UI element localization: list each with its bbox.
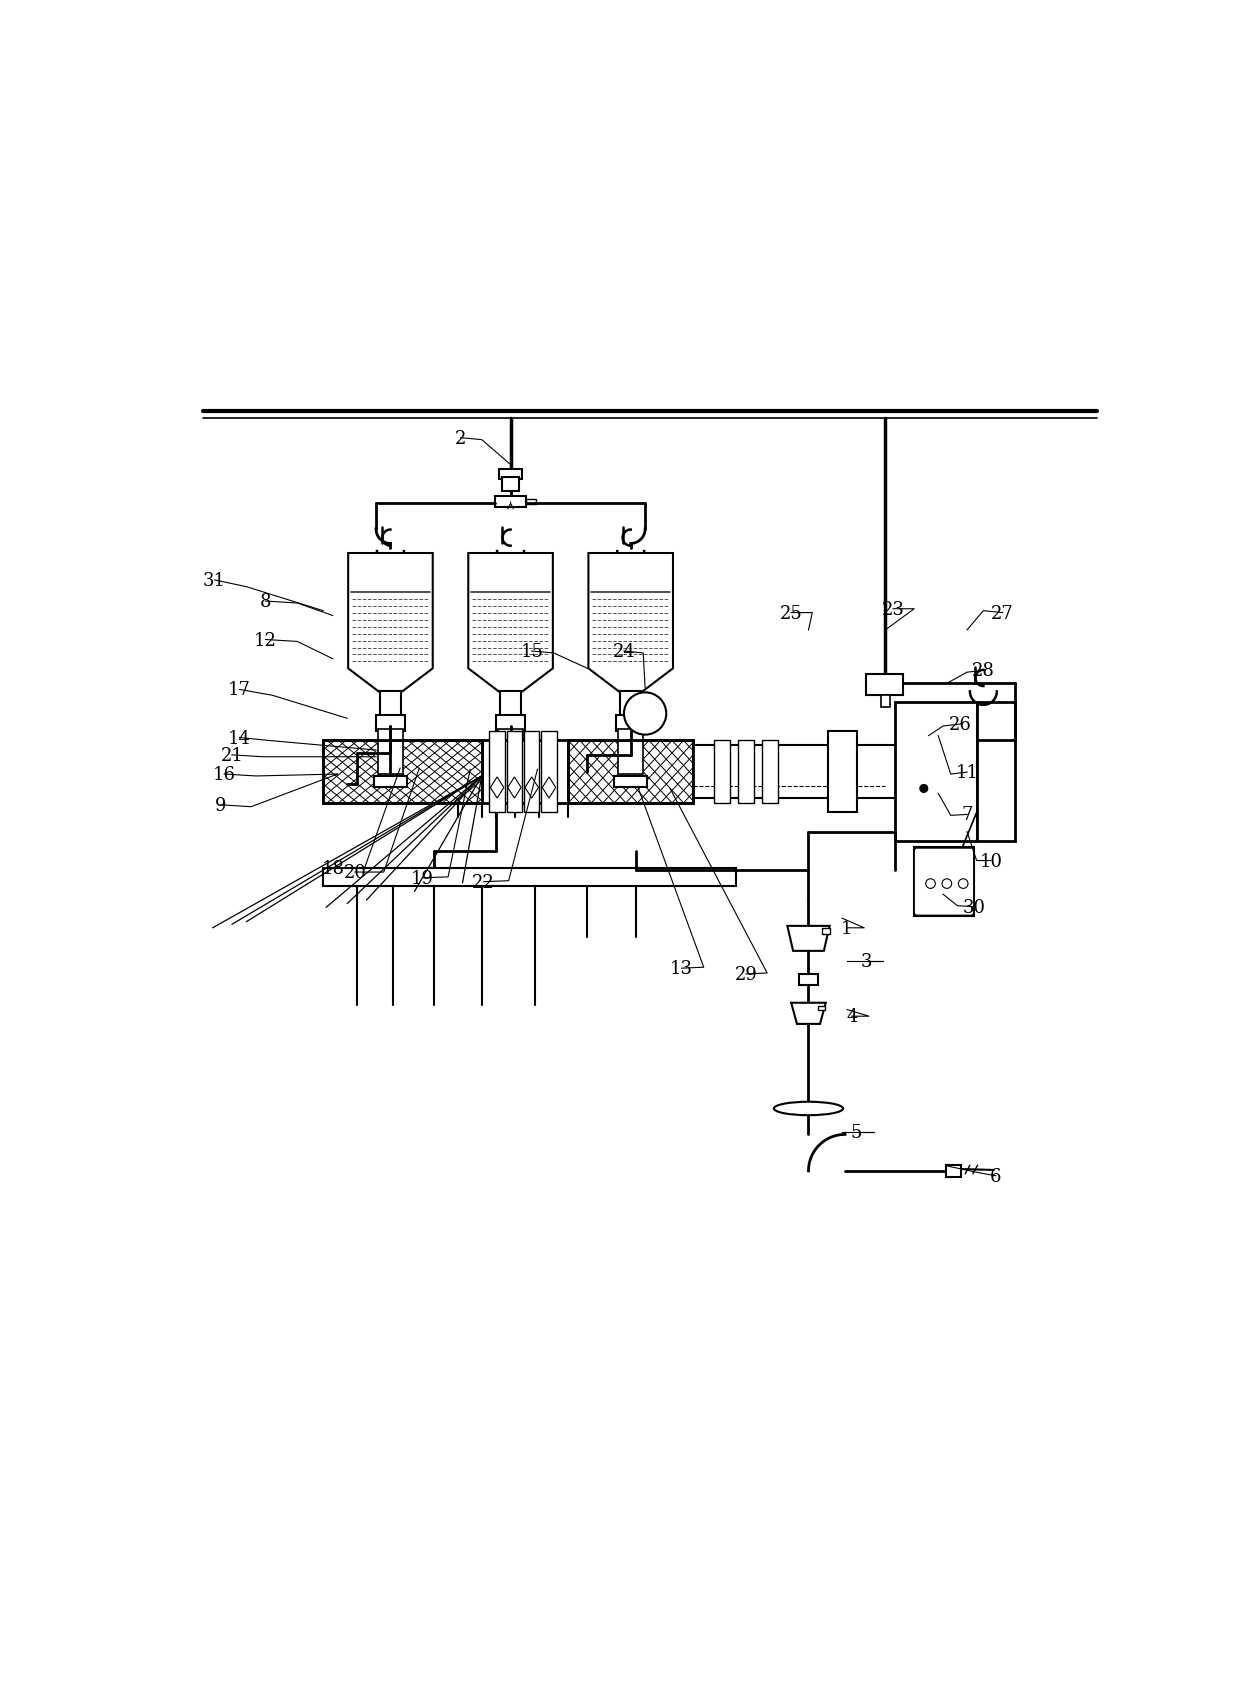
Bar <box>880 696 890 708</box>
Bar <box>495 776 527 788</box>
Text: 26: 26 <box>949 716 972 733</box>
Text: 16: 16 <box>213 766 236 784</box>
Polygon shape <box>490 777 503 798</box>
Text: 5: 5 <box>851 1124 862 1141</box>
Polygon shape <box>469 554 553 692</box>
Text: 23: 23 <box>882 600 904 619</box>
Bar <box>568 742 693 803</box>
Polygon shape <box>507 777 521 798</box>
Bar <box>378 730 403 743</box>
Polygon shape <box>589 554 673 692</box>
Text: 10: 10 <box>980 852 1003 870</box>
Text: 19: 19 <box>410 870 434 887</box>
Bar <box>481 742 568 803</box>
Text: 14: 14 <box>228 730 250 747</box>
Polygon shape <box>542 777 556 798</box>
Bar <box>379 692 401 718</box>
FancyBboxPatch shape <box>914 849 973 916</box>
Text: 12: 12 <box>254 631 277 650</box>
Bar <box>616 716 645 731</box>
Ellipse shape <box>774 1101 843 1115</box>
Bar <box>620 692 641 718</box>
Text: 7: 7 <box>961 806 972 824</box>
Bar <box>374 776 407 788</box>
Text: 15: 15 <box>521 643 543 660</box>
Bar <box>818 1006 825 1011</box>
Bar <box>525 731 539 813</box>
Bar <box>738 742 754 803</box>
Text: 11: 11 <box>956 764 978 781</box>
Circle shape <box>959 880 968 888</box>
Bar <box>568 742 693 803</box>
Bar <box>507 731 522 813</box>
Bar <box>828 731 857 813</box>
Bar <box>614 776 647 788</box>
Bar <box>495 498 526 508</box>
Circle shape <box>920 784 928 793</box>
Bar <box>977 702 1016 842</box>
Bar <box>502 477 520 491</box>
Text: 30: 30 <box>962 899 986 916</box>
Bar <box>498 742 523 774</box>
Bar <box>324 742 481 803</box>
Bar <box>619 730 644 743</box>
Bar <box>542 731 557 813</box>
Text: 21: 21 <box>221 747 243 764</box>
Polygon shape <box>348 554 433 692</box>
Text: 22: 22 <box>472 873 495 892</box>
Text: 6: 6 <box>990 1166 1002 1185</box>
Bar <box>763 742 777 803</box>
Bar <box>914 847 973 917</box>
Text: 20: 20 <box>343 863 366 881</box>
Bar <box>500 692 521 718</box>
Bar <box>895 702 977 842</box>
Bar <box>324 742 481 803</box>
Text: 4: 4 <box>846 1008 857 1026</box>
Text: 2: 2 <box>455 430 466 447</box>
Bar <box>619 742 644 774</box>
Text: 8: 8 <box>259 593 272 610</box>
Bar <box>498 730 523 743</box>
Circle shape <box>926 880 935 888</box>
Polygon shape <box>791 1003 826 1025</box>
Text: 28: 28 <box>972 662 994 680</box>
Text: 9: 9 <box>215 796 226 815</box>
Text: 27: 27 <box>991 604 1014 622</box>
Bar <box>496 716 525 731</box>
Text: 25: 25 <box>780 604 802 622</box>
Bar <box>714 742 729 803</box>
Text: 17: 17 <box>228 680 250 699</box>
Bar <box>498 471 522 479</box>
Bar <box>946 1166 961 1176</box>
Bar <box>799 974 818 985</box>
Circle shape <box>624 692 666 735</box>
Bar <box>822 928 830 934</box>
Bar <box>376 716 404 731</box>
Bar <box>490 731 505 813</box>
Text: 1: 1 <box>841 919 853 938</box>
Polygon shape <box>525 777 538 798</box>
Text: 13: 13 <box>670 960 693 977</box>
Bar <box>693 745 924 798</box>
Text: 31: 31 <box>203 571 226 590</box>
Bar <box>378 742 403 774</box>
Text: 3: 3 <box>861 953 872 970</box>
Text: 29: 29 <box>734 965 758 984</box>
Text: 18: 18 <box>321 859 345 878</box>
Circle shape <box>942 880 951 888</box>
Bar <box>866 675 903 696</box>
Bar <box>324 870 737 887</box>
Text: 24: 24 <box>613 643 635 660</box>
Polygon shape <box>787 926 830 951</box>
Bar <box>526 500 536 505</box>
